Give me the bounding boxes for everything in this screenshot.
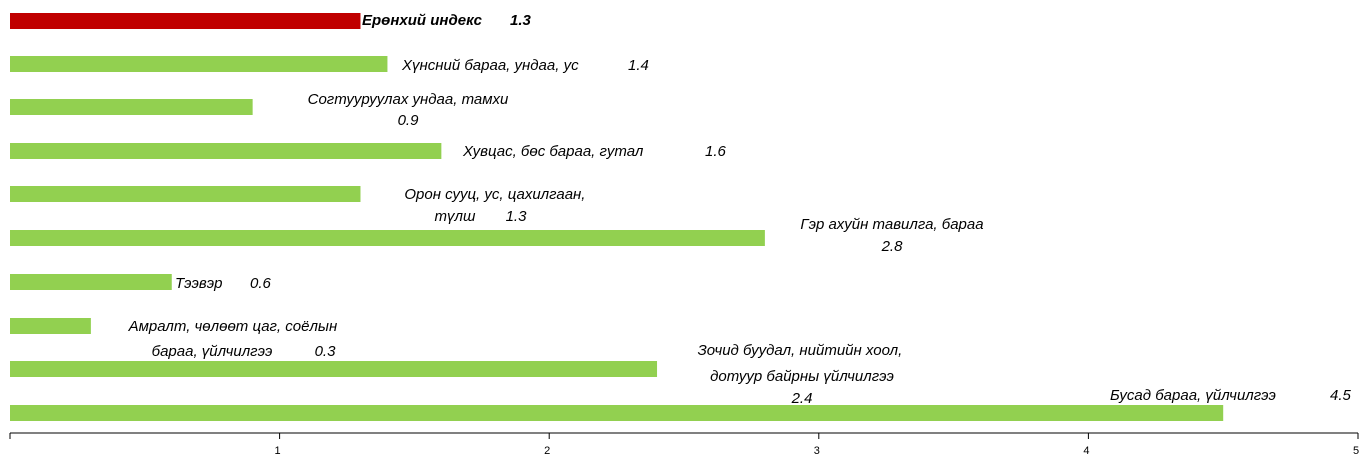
bar [10,99,253,115]
label-line: Зочид буудал, нийтийн хоол, [698,342,907,359]
bar [10,56,388,72]
category-label: Бусад бараа, үйлчилгээ [1110,387,1276,404]
category-label: Хувцас, бөс бараа, гутал [462,143,644,160]
category-label: Амралт, чөлөөт цаг, соёлын бараа, үйлчил… [128,318,342,360]
label-line: Амралт, чөлөөт цаг, соёлын [128,318,342,335]
value-label: 4.5 [1330,387,1352,404]
value-label: 1.3 [510,12,532,29]
category-label: Хүнсний бараа, ундаа, ус [401,57,579,74]
category-label: Зочид буудал, нийтийн хоол, дотуур байрн… [698,342,907,385]
category-label: Ерөнхий индекс [362,12,483,29]
label-line: Орон сууц, ус, цахилгаан, [404,186,589,203]
x-tick-label: 1 [275,445,281,457]
category-label: Согтууруулах ундаа, тамхи [308,91,509,108]
bar [10,318,91,334]
bar [10,230,765,246]
value-label: 0.9 [398,112,420,129]
value-label: 1.3 [506,208,528,225]
bar [10,274,172,290]
value-label: 2.4 [791,390,813,407]
bar [10,143,442,159]
label-line: түлш [435,208,476,225]
category-label: Орон сууц, ус, цахилгаан, түлш [404,186,589,225]
value-label: 0.6 [250,275,272,292]
value-label: 1.6 [705,143,727,160]
x-tick-label: 4 [1083,445,1089,457]
x-tick-label: 2 [544,445,550,457]
value-label: 0.3 [315,343,337,360]
bar [10,405,1224,421]
value-label: 1.4 [628,57,649,74]
x-tick-label: 5 [1353,445,1359,457]
category-label: Тээвэр [175,275,222,292]
label-line: дотуур байрны үйлчилгээ [710,368,894,385]
x-tick-label: 3 [814,445,820,457]
bar [10,186,361,202]
value-label: 2.8 [881,238,904,255]
bar [10,361,658,377]
label-line: бараа, үйлчилгээ [152,343,273,360]
bar [10,13,361,29]
category-label: Гэр ахуйн тавилга, бараа [800,216,983,233]
